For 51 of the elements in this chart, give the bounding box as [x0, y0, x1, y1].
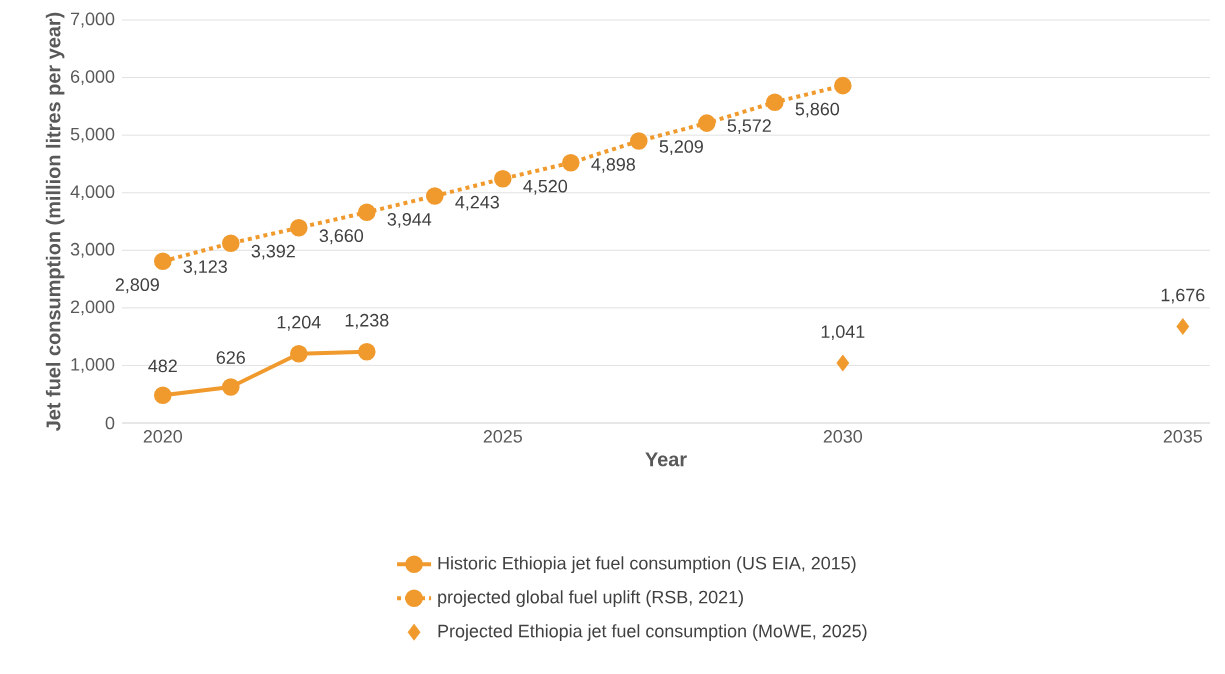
data-label: 3,392 [251, 244, 295, 260]
data-label: 626 [216, 351, 245, 364]
legend-label: Projected Ethiopia jet fuel consumption (MoWE, 2025) [438, 624, 867, 641]
data-label: 482 [148, 359, 177, 373]
data-label: 5,209 [659, 140, 703, 155]
data-label: 1,204 [277, 315, 321, 331]
y-axis-title: Jet fuel consumption (million litres per year) [45, 12, 65, 432]
point [154, 252, 172, 271]
data-label: 3,944 [387, 212, 432, 228]
y-tick-label: 1,000 [71, 358, 115, 373]
x-tick-label: 2025 [483, 430, 522, 443]
x-tick-label: 2020 [143, 430, 183, 443]
point [358, 203, 376, 222]
point [290, 344, 308, 363]
point [698, 114, 716, 132]
point [290, 218, 308, 237]
data-label: 5,860 [795, 102, 840, 118]
y-tick-label: 5,000 [70, 127, 115, 143]
point [358, 342, 376, 361]
point [426, 187, 444, 205]
data-label: 3,660 [319, 229, 364, 245]
point [222, 234, 240, 253]
data-label: 2,809 [115, 278, 159, 294]
legend-label: projected global fuel uplift (RSB, 2021) [438, 590, 743, 607]
y-tick-label: 4,000 [70, 185, 115, 201]
data-label: 1,041 [821, 325, 865, 341]
data-label: 1,676 [1161, 288, 1205, 304]
x-axis-title: Year [645, 452, 687, 467]
point [836, 354, 850, 372]
point [1176, 318, 1190, 335]
point [562, 153, 580, 172]
data-label: 4,898 [591, 158, 635, 173]
y-tick-label: 7,000 [70, 12, 115, 28]
point [834, 76, 852, 95]
point [222, 378, 240, 396]
data-label: 4,520 [523, 179, 568, 195]
data-label: 5,572 [727, 119, 771, 135]
data-label: 4,243 [455, 195, 499, 211]
point [154, 386, 172, 405]
point [630, 132, 648, 150]
point [766, 93, 784, 112]
y-tick-label: 3,000 [70, 242, 115, 258]
point [494, 169, 512, 188]
data-label: 1,238 [345, 313, 389, 329]
x-tick-label: 2030 [823, 430, 863, 443]
y-tick-label: 0 [105, 416, 115, 430]
data-label: 3,123 [183, 260, 227, 276]
legend-label: Historic Ethiopia jet fuel consumption (US EIA, 2015) [438, 556, 856, 574]
y-tick-label: 6,000 [70, 70, 115, 85]
y-tick-label: 2,000 [70, 300, 115, 316]
x-tick-label: 2035 [1163, 430, 1202, 443]
